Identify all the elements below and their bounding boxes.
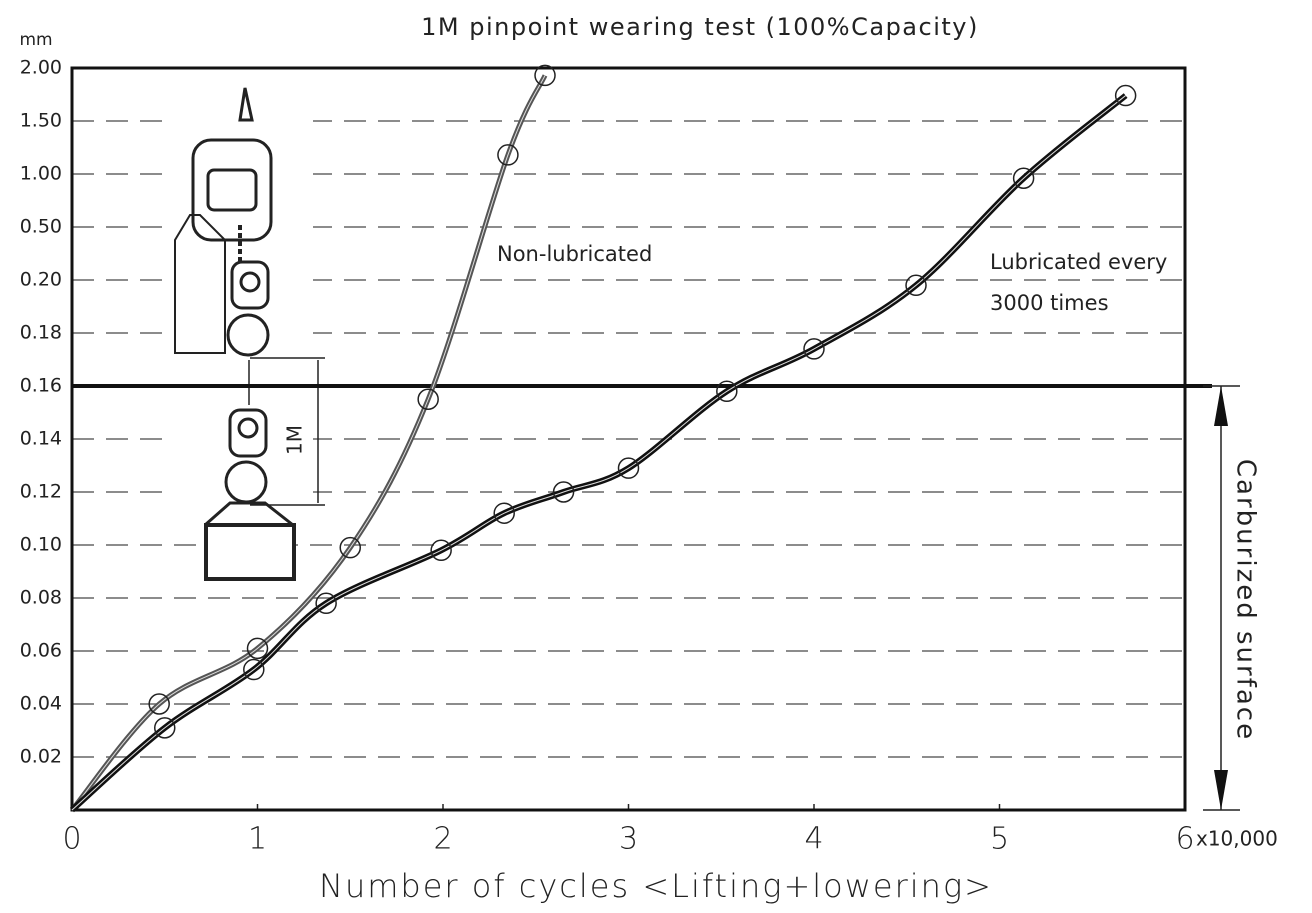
hoist-panel [206,168,258,212]
data-point [552,481,575,503]
y-tick-label: 0.14 [20,428,62,450]
load [204,523,296,581]
data-point [243,658,265,681]
y-tick-label: 0.20 [20,269,62,291]
y-tick-label: 0.06 [20,640,62,662]
data-point [534,64,556,87]
data-point [430,539,452,562]
y-tick-label: 1.50 [20,110,62,132]
data-point [493,502,515,524]
data-point [1012,167,1035,189]
data-point [617,457,640,479]
x-tick-label: 1 [248,822,267,857]
y-tick-label: 0.02 [20,746,62,768]
illustration-label: 1M [283,425,307,455]
data-point [497,144,519,166]
data-point [905,274,927,297]
hook-pulley-lower [237,417,259,439]
x-tick-label: 5 [990,822,1009,857]
y-tick-label: 0.10 [20,534,62,556]
hook-block [230,260,270,310]
x-tick-label: 3 [619,822,638,857]
arrow-head [1214,386,1228,426]
x-multiplier: x10,000 [1196,827,1278,851]
plot-frame [70,66,1187,812]
series-label: Non-lubricated [497,242,653,266]
hoist-body [191,138,273,242]
x-tick-label: 2 [433,822,452,857]
chain-bag [174,214,226,354]
y-tick-label: 0.16 [20,375,62,397]
surface-label: Carburized surface [1231,459,1261,741]
hook [226,313,270,357]
data-point [148,693,170,715]
hook-block-lower [228,408,268,458]
y-unit: mm [19,30,52,50]
data-point [339,536,361,559]
y-tick-label: 1.00 [20,163,62,185]
top-hook [238,87,254,122]
data-point [315,592,337,615]
series-label: Lubricated every 3000 times [990,250,1168,315]
x-axis-title: Number of cycles <Lifting+lowering> [319,867,993,905]
data-point [417,388,439,410]
y-tick-label: 0.18 [20,322,62,344]
x-tick-label: 0 [62,822,81,857]
y-tick-label: 0.50 [20,216,62,238]
chart-title: 1M pinpoint wearing test (100%Capacity) [421,13,979,41]
arrow-head [1214,770,1228,810]
y-tick-label: 0.08 [20,587,62,609]
y-tick-label: 0.04 [20,693,62,715]
series-line-core [71,75,546,811]
x-tick-label: 4 [804,822,823,857]
hoist-illustration: 1M [163,80,325,510]
sling [204,501,294,527]
data-point [803,338,825,360]
x-tick-label: 6 [1175,822,1194,857]
y-tick-label: 0.12 [20,481,62,503]
data-point [246,637,269,660]
data-point [1114,84,1137,107]
data-point [154,717,176,739]
y-tick-label: 2.00 [20,57,62,79]
series-line-core [71,95,1126,811]
hook-pulley [239,271,261,293]
data-point [716,380,738,403]
